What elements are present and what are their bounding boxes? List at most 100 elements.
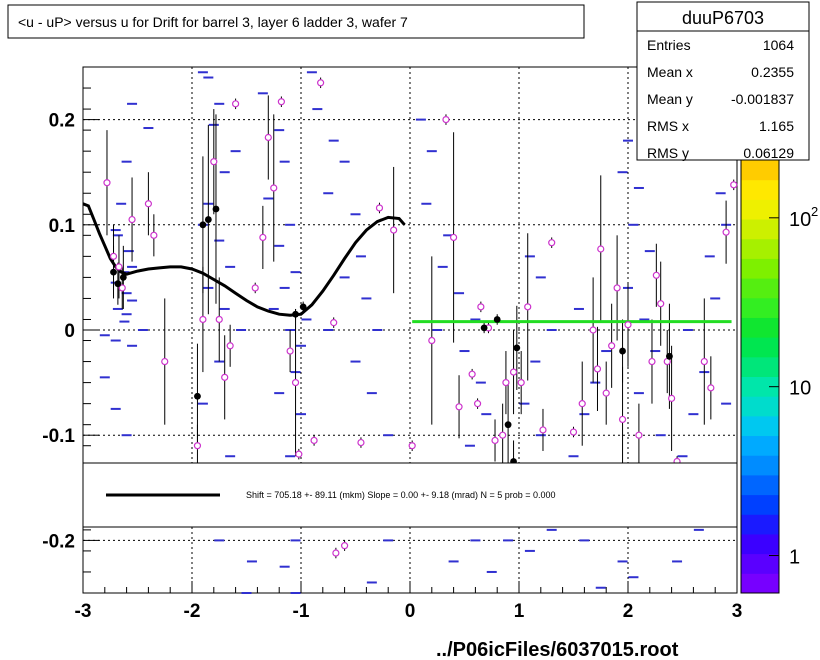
- open-data-point: [722, 228, 730, 236]
- filled-data-point: [292, 310, 299, 318]
- stats-row-value: 1.165: [759, 118, 794, 134]
- open-data-point: [128, 215, 136, 224]
- open-data-point: [624, 321, 632, 329]
- open-data-point: [150, 231, 158, 239]
- color-scale-band: [741, 278, 779, 299]
- open-data-point: [569, 428, 578, 436]
- open-data-point: [295, 450, 303, 458]
- open-data-point: [608, 342, 616, 350]
- filled-data-point: [666, 352, 673, 360]
- y-tick-labels: 0.2 0.1 0 -0.1 -0.2: [42, 111, 75, 553]
- fit-legend-text: Shift = 705.18 +- 89.11 (mkm) Slope = 0.…: [246, 490, 556, 500]
- color-scale-band: [741, 376, 779, 397]
- filled-data-point: [110, 268, 117, 276]
- filled-data-point: [619, 347, 626, 355]
- y-tick-label: 0.2: [49, 111, 75, 132]
- open-data-point: [103, 179, 111, 187]
- filled-data-point: [480, 324, 488, 332]
- open-data-point: [517, 379, 525, 387]
- open-data-point: [118, 284, 126, 292]
- color-scale-band: [741, 474, 779, 496]
- open-data-point: [408, 442, 416, 450]
- histogram-dashes: [99, 71, 732, 594]
- color-scale-band: [741, 435, 779, 456]
- open-data-point: [232, 100, 240, 108]
- stats-title: duuP6703: [682, 8, 764, 28]
- open-data-point: [450, 233, 458, 242]
- open-data-point: [341, 542, 349, 550]
- plot-title: <u - uP> versus u for Drift for barrel 3…: [18, 14, 408, 30]
- open-data-point: [548, 239, 556, 247]
- color-scale-band: [741, 160, 779, 181]
- open-data-point: [332, 549, 340, 557]
- open-data-point: [499, 431, 507, 439]
- color-scale-label-exponent: 2: [811, 204, 818, 219]
- open-data-point: [455, 403, 463, 411]
- open-data-point: [317, 79, 325, 87]
- stats-box: duuP6703 Entries 1064 Mean x 0.2355 Mean y -0…: [636, 1, 810, 161]
- open-data-point: [593, 365, 602, 373]
- color-scale-band: [741, 258, 779, 279]
- color-scale-band: [741, 317, 779, 338]
- open-data-point: [652, 271, 660, 279]
- stats-row-label: Entries: [647, 37, 691, 53]
- open-data-point: [286, 347, 294, 355]
- open-data-point: [264, 133, 272, 142]
- open-data-point: [613, 284, 621, 292]
- x-tick-label: 3: [732, 601, 743, 622]
- axis-ticks: [82, 66, 738, 594]
- x-tick-label: -3: [75, 601, 92, 622]
- filled-data-point: [504, 421, 512, 429]
- open-data-point: [115, 263, 123, 271]
- stats-row-value: -0.001837: [731, 91, 794, 107]
- filled-data-point: [199, 221, 207, 229]
- color-scale-band: [741, 396, 779, 417]
- filled-data-point: [493, 316, 501, 323]
- open-data-point: [375, 204, 384, 212]
- color-scale: [740, 159, 780, 594]
- color-scale-band: [741, 455, 779, 476]
- filled-data-point: [194, 392, 201, 400]
- fit-curve: [82, 202, 406, 317]
- color-scale-label: 10: [789, 378, 811, 400]
- open-data-point: [215, 315, 223, 324]
- stats-row-label: Mean x: [647, 64, 693, 80]
- color-scale-band: [741, 297, 779, 318]
- open-data-point: [109, 252, 118, 260]
- open-data-point: [291, 379, 300, 387]
- fit-layer: [82, 202, 732, 324]
- stats-row-label: Mean y: [647, 91, 693, 107]
- open-data-point: [270, 184, 278, 192]
- open-data-point: [390, 226, 398, 234]
- open-data-point: [657, 300, 665, 308]
- points-layer: [103, 79, 738, 557]
- y-tick-label: 0: [64, 321, 75, 342]
- open-data-point: [277, 98, 285, 106]
- open-data-point: [635, 431, 643, 439]
- open-data-point: [193, 442, 202, 450]
- open-data-point: [210, 158, 218, 166]
- file-name-footer: ../P06icFiles/6037015.root: [436, 639, 679, 660]
- filled-data-point: [513, 344, 521, 352]
- color-scale-band: [741, 514, 779, 535]
- color-scale-band: [741, 337, 779, 358]
- open-data-point: [578, 400, 586, 408]
- open-data-point: [618, 415, 627, 424]
- x-tick-label: -2: [184, 601, 201, 622]
- open-data-point: [330, 319, 338, 327]
- open-data-point: [468, 370, 476, 378]
- open-data-point: [442, 115, 450, 124]
- open-data-point: [259, 233, 267, 242]
- stats-row-label: RMS y: [647, 145, 689, 161]
- x-tick-label: 2: [623, 601, 634, 622]
- stats-row-value: 1064: [763, 37, 794, 53]
- open-data-point: [251, 284, 259, 292]
- open-data-point: [310, 436, 318, 445]
- color-scale-band: [741, 238, 779, 259]
- stats-row-label: RMS x: [647, 118, 689, 134]
- open-data-point: [667, 394, 676, 402]
- open-data-point: [477, 303, 485, 311]
- color-scale-band: [741, 219, 779, 240]
